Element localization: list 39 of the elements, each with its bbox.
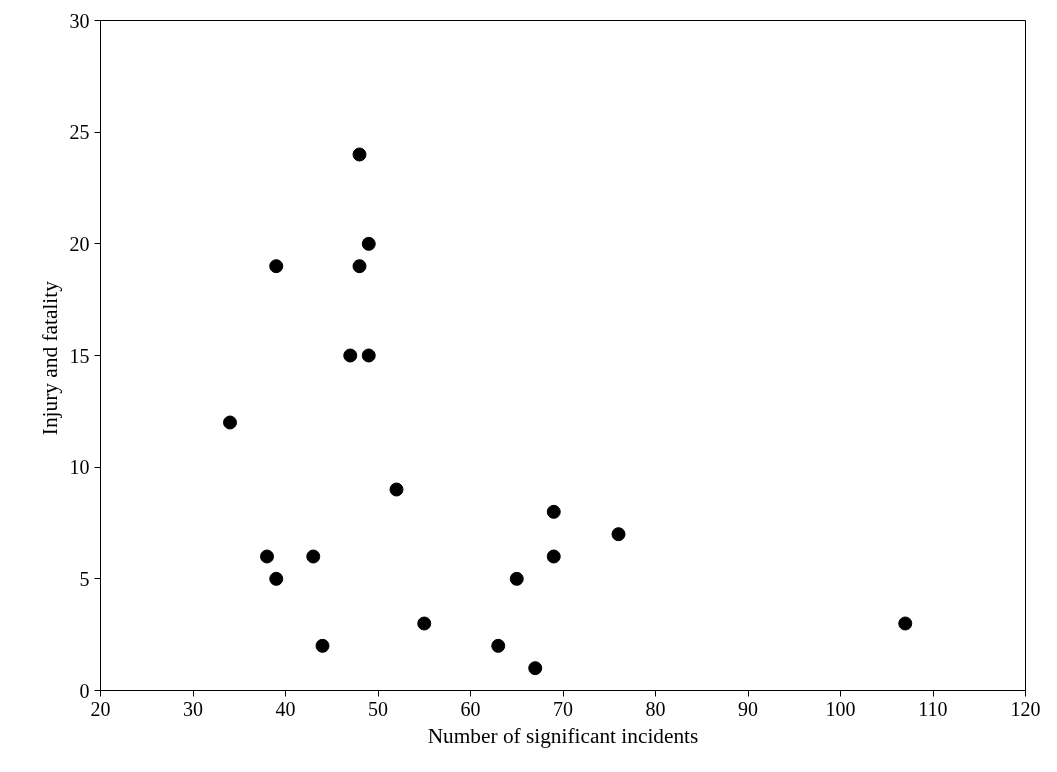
y-tick-label: 5 xyxy=(79,567,90,590)
x-tick-label: 80 xyxy=(645,697,666,720)
point xyxy=(223,415,237,430)
x-tick-label: 60 xyxy=(460,697,481,720)
point xyxy=(546,504,561,519)
x-tick-label: 100 xyxy=(825,697,856,720)
x-tick-label: 120 xyxy=(1010,697,1041,720)
point xyxy=(269,259,284,274)
y-tick-label: 0 xyxy=(79,679,90,702)
x-tick-label: 90 xyxy=(738,697,758,720)
point xyxy=(611,527,626,542)
x-tick-label: 110 xyxy=(918,697,948,720)
point xyxy=(343,348,358,363)
point xyxy=(528,661,543,676)
point xyxy=(260,549,274,564)
point xyxy=(306,549,321,564)
point xyxy=(509,571,524,586)
point xyxy=(315,638,330,653)
point xyxy=(352,259,367,274)
point xyxy=(546,549,561,564)
y-tick-label: 15 xyxy=(69,344,90,367)
point xyxy=(361,348,376,363)
x-tick-label: 40 xyxy=(275,697,296,720)
point xyxy=(417,616,432,631)
point xyxy=(269,571,284,586)
point xyxy=(491,638,506,653)
point xyxy=(361,236,376,251)
point xyxy=(898,616,913,631)
point xyxy=(389,482,404,497)
y-tick-label: 25 xyxy=(69,121,90,144)
x-axis-title: Number of significant incidents xyxy=(427,723,699,748)
y-tick-label: 30 xyxy=(69,9,90,32)
point xyxy=(352,147,367,162)
x-tick-label: 30 xyxy=(183,697,203,720)
y-tick-label: 20 xyxy=(69,232,90,255)
x-tick-label: 50 xyxy=(368,697,388,720)
y-tick-label: 10 xyxy=(69,456,90,479)
y-axis-title: Injury and fatality xyxy=(37,280,62,436)
x-tick-label: 70 xyxy=(553,697,573,720)
